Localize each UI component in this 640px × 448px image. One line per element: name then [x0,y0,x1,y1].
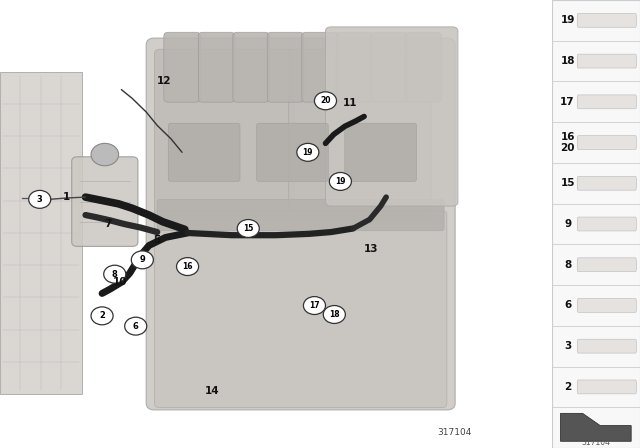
FancyBboxPatch shape [268,32,304,102]
Text: 15: 15 [243,224,253,233]
Text: 8: 8 [112,270,118,279]
FancyBboxPatch shape [72,157,138,246]
FancyBboxPatch shape [198,32,235,102]
Text: 8: 8 [564,260,572,270]
Text: 3: 3 [564,341,572,351]
Text: 7: 7 [104,219,111,229]
Text: 17: 17 [560,97,575,107]
Text: 19: 19 [561,15,575,26]
FancyBboxPatch shape [371,32,407,102]
FancyBboxPatch shape [336,32,372,102]
Circle shape [237,220,259,237]
Text: 6: 6 [564,301,572,310]
Text: 9: 9 [564,219,571,229]
FancyBboxPatch shape [257,123,328,181]
FancyBboxPatch shape [154,49,294,220]
Text: 3: 3 [37,195,43,204]
Circle shape [125,317,147,335]
Text: 19: 19 [335,177,346,186]
FancyBboxPatch shape [577,54,636,68]
FancyBboxPatch shape [577,13,636,27]
FancyBboxPatch shape [0,72,82,394]
FancyBboxPatch shape [164,32,200,102]
FancyBboxPatch shape [168,123,240,181]
Text: 20: 20 [320,96,331,105]
FancyBboxPatch shape [577,95,636,109]
Circle shape [29,190,51,208]
Text: 317104: 317104 [437,428,472,437]
Text: 18: 18 [561,56,575,66]
FancyBboxPatch shape [302,32,338,102]
FancyBboxPatch shape [326,27,458,206]
FancyBboxPatch shape [154,211,447,408]
Text: 16
20: 16 20 [561,132,575,153]
Text: 19: 19 [303,148,313,157]
FancyBboxPatch shape [577,380,636,394]
FancyBboxPatch shape [577,177,636,190]
Text: 16: 16 [182,262,193,271]
Circle shape [297,143,319,161]
Text: 13: 13 [364,244,378,254]
FancyBboxPatch shape [157,199,444,231]
Text: 5: 5 [154,235,161,245]
Text: 17: 17 [309,301,320,310]
Circle shape [177,258,198,276]
FancyBboxPatch shape [577,298,636,312]
FancyBboxPatch shape [233,32,269,102]
FancyBboxPatch shape [345,123,417,181]
Polygon shape [561,414,631,441]
Circle shape [330,172,351,190]
Circle shape [104,265,126,283]
Text: 9: 9 [140,255,145,264]
Text: 15: 15 [561,178,575,188]
FancyBboxPatch shape [577,217,636,231]
Text: 18: 18 [329,310,340,319]
Text: 2: 2 [99,311,105,320]
FancyBboxPatch shape [577,136,636,150]
Circle shape [91,143,118,166]
Circle shape [131,251,154,269]
Circle shape [303,297,326,314]
Text: 1: 1 [63,192,70,202]
Circle shape [91,307,113,325]
Circle shape [314,92,337,110]
Text: 11: 11 [343,98,358,108]
FancyBboxPatch shape [577,339,636,353]
Text: 6: 6 [132,322,139,331]
Circle shape [323,306,346,323]
Text: 12: 12 [157,76,172,86]
FancyBboxPatch shape [146,38,455,410]
FancyBboxPatch shape [405,32,442,102]
FancyBboxPatch shape [577,258,636,271]
Text: 14: 14 [205,386,220,396]
Text: 317104: 317104 [581,438,611,447]
FancyBboxPatch shape [289,49,431,220]
Text: 10: 10 [113,277,127,287]
Text: 2: 2 [564,382,572,392]
